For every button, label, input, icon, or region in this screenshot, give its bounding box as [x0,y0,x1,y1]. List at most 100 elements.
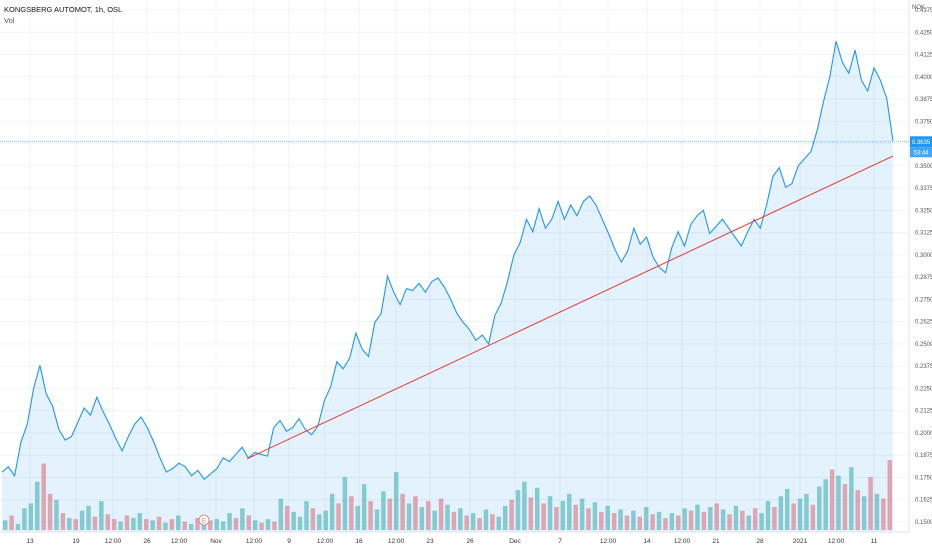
volume-bar [752,508,758,530]
volume-bar [618,509,623,530]
volume-bar [676,515,681,530]
countdown-label: 53:44 [913,150,929,156]
volume-bar [349,496,354,530]
y-tick-label: 0.3375 [915,186,932,192]
volume-bar [637,516,643,530]
volume-bar [868,476,873,530]
price-line [1,41,894,481]
volume-bar [381,491,386,530]
y-tick-label: 0.2125 [915,409,932,415]
volume-bar [227,513,232,530]
volume-bar [464,515,469,530]
volume-label[interactable]: Vol [4,16,15,25]
volume-bar [195,517,200,530]
volume-bar [163,522,168,530]
volume-bar [784,488,790,530]
volume-bar [554,507,559,530]
volume-bar [188,523,194,530]
volume-bar [586,508,591,530]
volume-bar [406,503,412,530]
volume-bar [131,517,136,530]
y-tick-label: 0.2375 [915,364,932,370]
volume-bar [79,510,85,530]
volume-bar [579,498,585,530]
volume-bar [368,501,373,530]
volume-bar [759,513,764,530]
price-area-fill [2,41,893,532]
y-tick-label: 0.1875 [915,453,932,459]
volume-bar [791,503,796,530]
time-axis[interactable]: 13 19 12:00 26 12:00 Nov 12:00 9 12:00 16 12:00 23 2… [26,538,877,545]
volume-bar [143,519,149,530]
volume-bar [881,498,886,530]
volume-bar [483,509,489,530]
volume-bar [695,504,700,530]
volume-bar [772,507,777,530]
volume-bar [233,517,239,530]
volume-bar [765,501,771,530]
x-tick-label: 11 [871,538,878,545]
volume-bar [720,509,726,530]
last-price-label: 0.3635 [912,140,931,146]
volume-bar [797,498,803,530]
x-tick-label: 12:00 [600,538,617,545]
volume-bar [67,517,72,530]
volume-bar [214,519,219,530]
volume-bar [746,515,752,530]
volume-bar [470,513,476,530]
currency-label: NOK [912,5,926,11]
x-tick-label: 19 [72,538,80,545]
x-tick-label: 7 [558,538,562,545]
x-tick-label: 12:00 [246,538,263,545]
volume-bar [547,496,553,530]
volume-bar [778,496,784,530]
y-tick-label: 0.4000 [915,75,932,81]
earnings-marker[interactable]: E [198,514,210,526]
volume-bar [220,521,226,530]
volume-bar [599,511,604,530]
volume-bar [252,520,258,530]
y-tick-label: 0.3250 [915,208,932,214]
volume-bar [688,510,694,530]
volume-bar [259,522,264,530]
volume-bar [496,516,502,530]
volume-bar [438,498,444,530]
chart-grid [0,0,909,532]
trend-line[interactable] [246,155,894,460]
y-tick-label: 0.3500 [915,164,932,170]
y-tick-label: 0.4250 [915,30,932,36]
price-axis[interactable]: 0.1500 0.1625 0.1750 0.1875 0.2000 0.2125 0.22… [915,8,932,526]
volume-bar [176,515,181,530]
symbol-title[interactable]: KONGSBERG AUTOMOT, 1h, OSL [4,5,123,14]
x-tick-label: 9 [287,538,291,545]
volume-bar [291,511,296,530]
x-tick-label: 26 [143,538,151,545]
y-tick-label: 0.3750 [915,119,932,125]
y-tick-label: 0.2500 [915,342,932,348]
x-tick-label: 14 [643,538,651,545]
y-tick-label: 0.1500 [915,520,932,526]
volume-bar [35,481,40,530]
volume-bar [701,511,707,530]
volume-bar [682,508,687,530]
volume-bar [265,519,271,530]
volume-bar [137,513,143,530]
volume-bar [611,513,617,530]
x-tick-label: 23 [426,538,434,545]
volume-bar [534,487,540,530]
y-tick-label: 0.4375 [915,8,932,14]
volume-bar [451,511,457,530]
volume-bar [60,513,66,530]
volume-bar [387,498,393,530]
volume-bar [727,514,732,530]
volume-bar [361,484,367,530]
x-tick-label: 12:00 [674,538,691,545]
x-tick-label: 21 [712,538,720,545]
volume-bar [9,515,14,530]
volume-bars [2,460,893,530]
volume-bar [118,521,123,530]
volume-bar [393,472,399,530]
volume-bar [310,508,316,530]
volume-bar [509,499,514,530]
